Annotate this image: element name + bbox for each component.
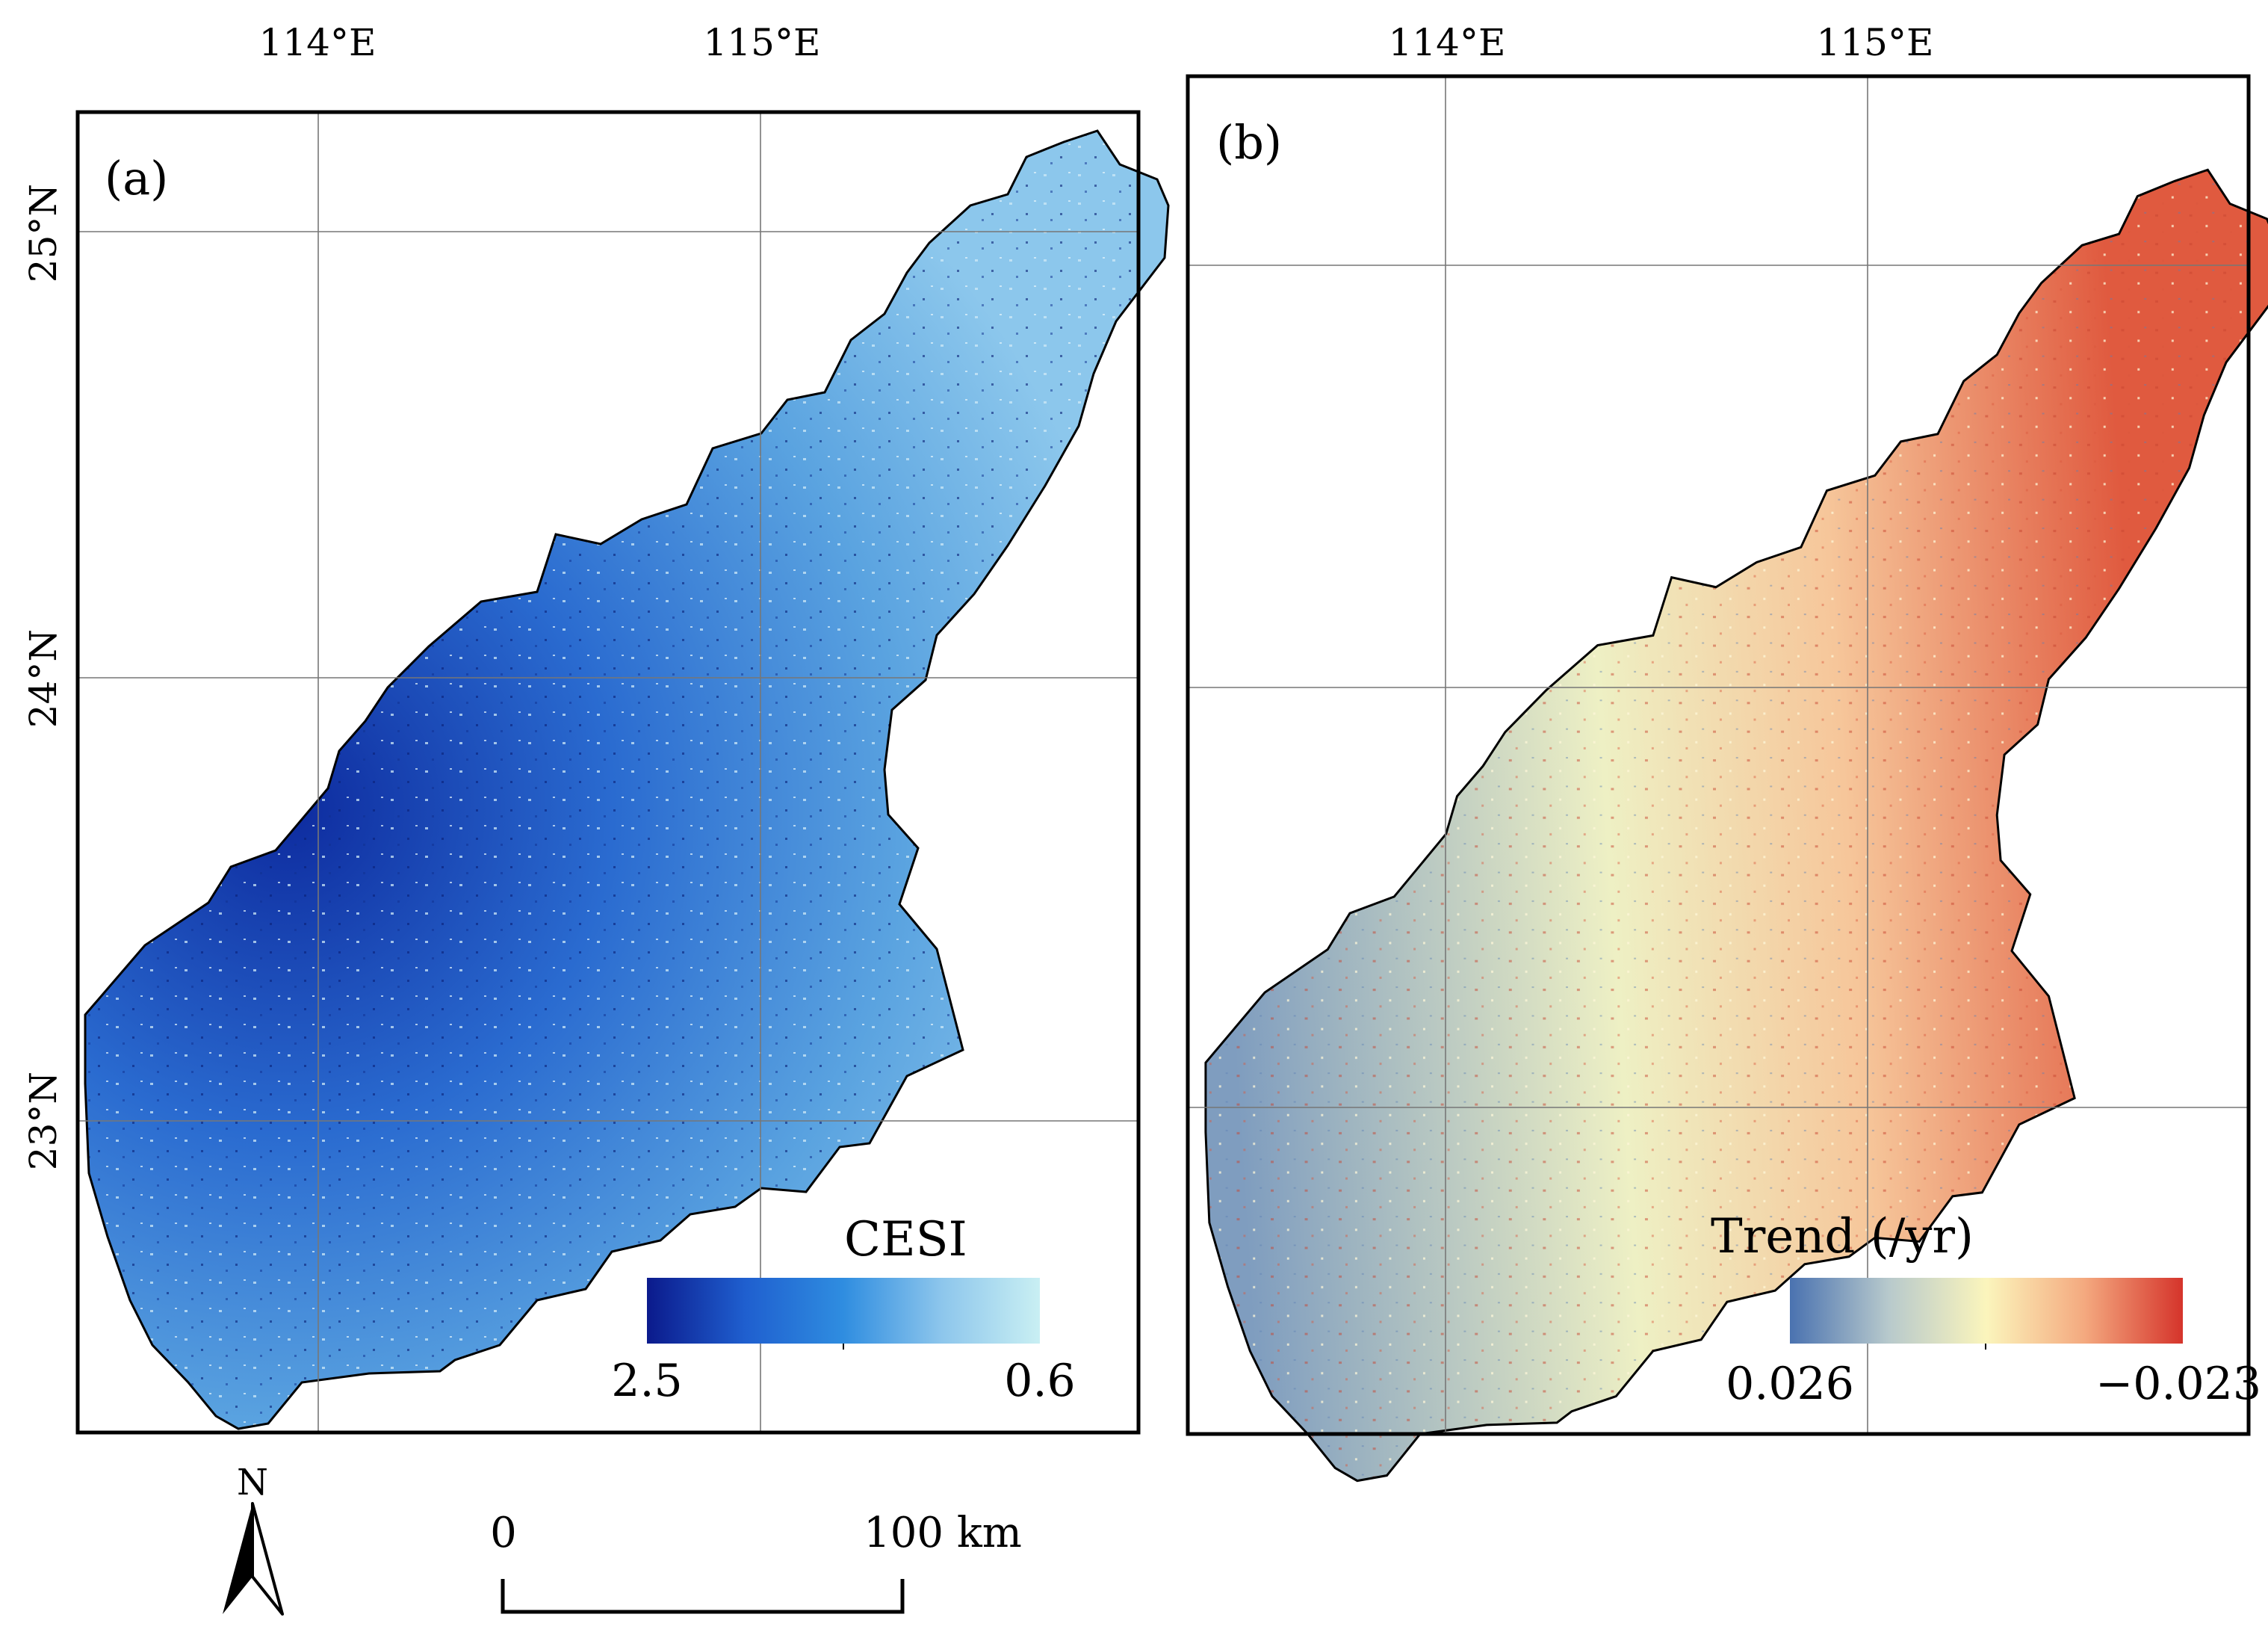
graticule-a bbox=[78, 112, 1138, 1432]
scale-bar-start-label: 0 bbox=[490, 1509, 517, 1557]
panel-label-b: (b) bbox=[1216, 115, 1282, 170]
legend-colorbar-b bbox=[1790, 1278, 2183, 1344]
map-frame-b bbox=[1186, 74, 2251, 1436]
legend-min-label-a: 2.5 bbox=[611, 1355, 682, 1407]
legend-title-a: CESI bbox=[844, 1212, 967, 1267]
north-arrow-label: N bbox=[237, 1462, 268, 1503]
north-arrow: N bbox=[223, 1462, 284, 1616]
graticule-b bbox=[1188, 76, 2249, 1434]
lon-label-114-a: 114°E bbox=[259, 21, 377, 64]
texture-overlay-a bbox=[85, 131, 1138, 1429]
legend-colorbar-a bbox=[647, 1278, 1040, 1344]
lat-label-23-a: 23°N bbox=[22, 1072, 65, 1170]
north-arrow-icon bbox=[223, 1502, 284, 1616]
lon-label-114-b: 114°E bbox=[1389, 21, 1506, 64]
legend-b: Trend (/yr) 0.026 −0.023 bbox=[1711, 1209, 2261, 1410]
map-frame-a bbox=[75, 110, 1141, 1435]
legend-a: CESI 2.5 0.6 bbox=[611, 1212, 1075, 1407]
legend-title-b: Trend (/yr) bbox=[1711, 1209, 1974, 1264]
panel-b: 114°E 115°E (b) Trend (/yr) bbox=[1186, 21, 2268, 1483]
scale-bar-line bbox=[501, 1579, 905, 1614]
lat-label-25-a: 25°N bbox=[22, 184, 65, 282]
panel-a: 114°E 115°E 25°N 24°N 23°N (a) CESI bbox=[22, 21, 1170, 1435]
legend-min-label-b: 0.026 bbox=[1726, 1358, 1854, 1410]
basin-map-a bbox=[84, 129, 1170, 1430]
scale-bar-end-label: 100 km bbox=[864, 1509, 1022, 1557]
legend-max-label-b: −0.023 bbox=[2095, 1358, 2261, 1410]
scale-bar: 0 100 km bbox=[490, 1509, 1022, 1614]
lon-label-115-a: 115°E bbox=[704, 21, 821, 64]
panel-label-a: (a) bbox=[105, 151, 168, 205]
lon-label-115-b: 115°E bbox=[1817, 21, 1934, 64]
legend-max-label-a: 0.6 bbox=[1004, 1355, 1075, 1407]
lat-label-24-a: 24°N bbox=[22, 629, 65, 728]
